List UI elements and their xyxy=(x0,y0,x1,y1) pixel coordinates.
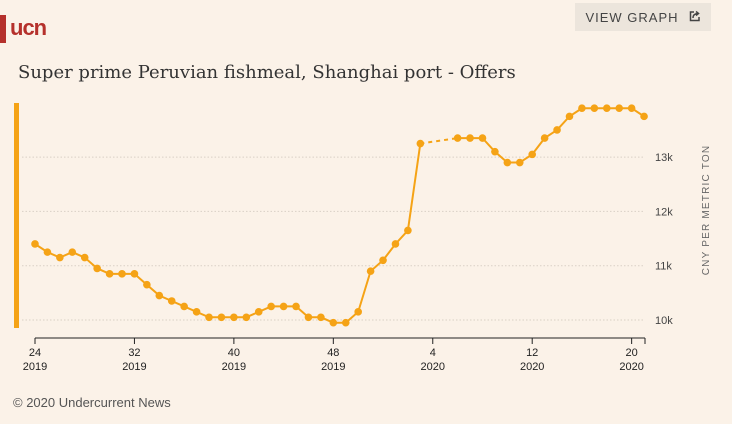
data-point xyxy=(553,126,561,134)
x-tick-week: 20 xyxy=(626,347,638,359)
data-point xyxy=(453,134,462,142)
data-point xyxy=(242,313,251,322)
external-link-icon xyxy=(689,10,701,25)
data-point xyxy=(503,158,512,167)
gap-dashed-line xyxy=(420,137,458,145)
data-point xyxy=(578,104,586,113)
data-point xyxy=(192,308,201,316)
x-tick-year: 2019 xyxy=(23,361,47,373)
data-point xyxy=(43,248,52,256)
data-point xyxy=(254,308,263,316)
data-point xyxy=(491,147,499,156)
data-point xyxy=(590,104,599,113)
data-point xyxy=(528,150,536,159)
x-tick-week: 12 xyxy=(526,347,538,359)
data-point xyxy=(317,313,325,322)
view-graph-label: VIEW GRAPH xyxy=(585,9,679,25)
y-tick-label: 13k xyxy=(655,152,673,164)
data-point xyxy=(404,226,412,235)
x-tick-year: 2020 xyxy=(421,361,445,373)
data-point xyxy=(217,313,226,322)
data-point xyxy=(205,313,213,322)
data-point xyxy=(143,280,151,289)
x-tick-week: 24 xyxy=(29,347,41,359)
x-tick-week: 4 xyxy=(430,347,436,359)
data-point xyxy=(478,134,487,142)
data-point xyxy=(56,253,64,262)
y-tick-label: 12k xyxy=(655,206,673,218)
copyright: © 2020 Undercurrent News xyxy=(13,395,171,410)
data-point xyxy=(615,104,624,113)
x-tick-week: 48 xyxy=(327,347,339,359)
data-point xyxy=(640,112,648,121)
logo[interactable]: ucn xyxy=(10,15,47,40)
data-point xyxy=(130,270,139,278)
data-point xyxy=(279,302,288,311)
data-point xyxy=(292,302,300,311)
data-point xyxy=(391,240,400,248)
data-point xyxy=(466,134,474,142)
series-line xyxy=(34,143,422,324)
data-point xyxy=(329,318,338,327)
y-axis-title: CNY PER METRIC TON xyxy=(701,145,712,276)
data-point xyxy=(565,112,574,121)
data-point xyxy=(180,302,188,311)
x-tick-year: 2019 xyxy=(222,361,246,373)
data-point xyxy=(416,139,425,148)
data-point xyxy=(540,134,549,142)
chart-title: Super prime Peruvian fishmeal, Shanghai … xyxy=(18,62,516,83)
x-tick-week: 32 xyxy=(128,347,140,359)
y-tick-label: 10k xyxy=(655,315,673,327)
data-point xyxy=(267,302,275,311)
view-graph-button[interactable]: VIEW GRAPH xyxy=(575,3,711,31)
data-point xyxy=(304,313,313,322)
left-accent-bar xyxy=(14,103,19,328)
data-point xyxy=(515,158,524,167)
data-point xyxy=(68,248,77,256)
x-tick-year: 2020 xyxy=(619,361,643,373)
data-point xyxy=(118,270,126,278)
data-point xyxy=(366,267,375,275)
data-point xyxy=(602,104,611,113)
data-point xyxy=(230,313,238,322)
data-point xyxy=(341,318,350,327)
data-point xyxy=(93,264,101,273)
series-line xyxy=(457,107,645,164)
x-tick-week: 40 xyxy=(228,347,240,359)
data-point xyxy=(105,270,114,278)
data-point xyxy=(379,256,387,265)
x-tick-year: 2020 xyxy=(520,361,544,373)
y-tick-label: 11k xyxy=(655,261,672,273)
data-point xyxy=(354,308,362,316)
logo-accent-bar xyxy=(0,15,6,43)
x-tick-year: 2019 xyxy=(122,361,146,373)
data-point xyxy=(167,297,176,305)
data-point xyxy=(627,104,636,113)
data-point xyxy=(80,253,89,262)
data-point xyxy=(155,291,164,300)
data-point xyxy=(31,240,39,248)
x-tick-year: 2019 xyxy=(321,361,345,373)
